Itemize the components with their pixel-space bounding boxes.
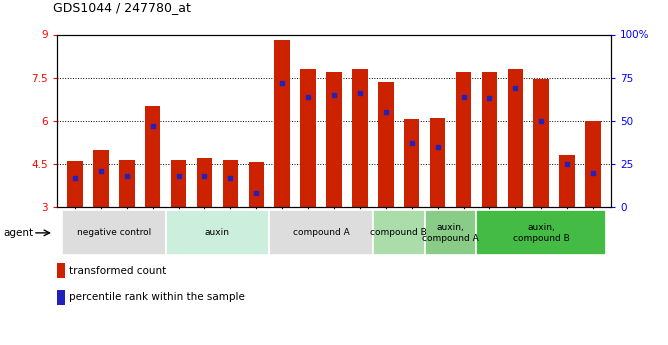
Bar (476, 210, 606, 255)
Text: negative control: negative control (77, 228, 151, 237)
Bar (378, 82, 393, 207)
Bar (301, 69, 316, 207)
Bar (425, 210, 476, 255)
Bar (248, 162, 264, 207)
Bar (352, 69, 367, 207)
Bar (534, 79, 549, 207)
Bar (404, 119, 420, 207)
Bar (62, 210, 166, 255)
Bar (222, 159, 238, 207)
Bar (119, 159, 134, 207)
Bar (93, 149, 109, 207)
Bar (196, 158, 212, 207)
Text: compound B: compound B (370, 228, 427, 237)
Text: percentile rank within the sample: percentile rank within the sample (69, 292, 245, 302)
Text: auxin,
compound B: auxin, compound B (513, 223, 570, 243)
Bar (269, 210, 373, 255)
Bar (57, 263, 65, 278)
Bar (145, 106, 160, 207)
Bar (171, 159, 186, 207)
Bar (430, 118, 446, 207)
Text: compound A: compound A (293, 228, 349, 237)
Bar (456, 72, 472, 207)
Text: GDS1044 / 247780_at: GDS1044 / 247780_at (53, 1, 191, 14)
Bar (482, 72, 497, 207)
Text: transformed count: transformed count (69, 266, 167, 276)
Bar (585, 121, 601, 207)
Text: auxin,
compound A: auxin, compound A (422, 223, 479, 243)
Text: auxin: auxin (205, 228, 230, 237)
Bar (326, 72, 342, 207)
Bar (166, 210, 269, 255)
Bar (57, 289, 65, 305)
Bar (275, 40, 290, 207)
Bar (559, 155, 575, 207)
Bar (373, 210, 425, 255)
Bar (508, 69, 523, 207)
Text: agent: agent (3, 228, 33, 238)
Bar (67, 161, 83, 207)
